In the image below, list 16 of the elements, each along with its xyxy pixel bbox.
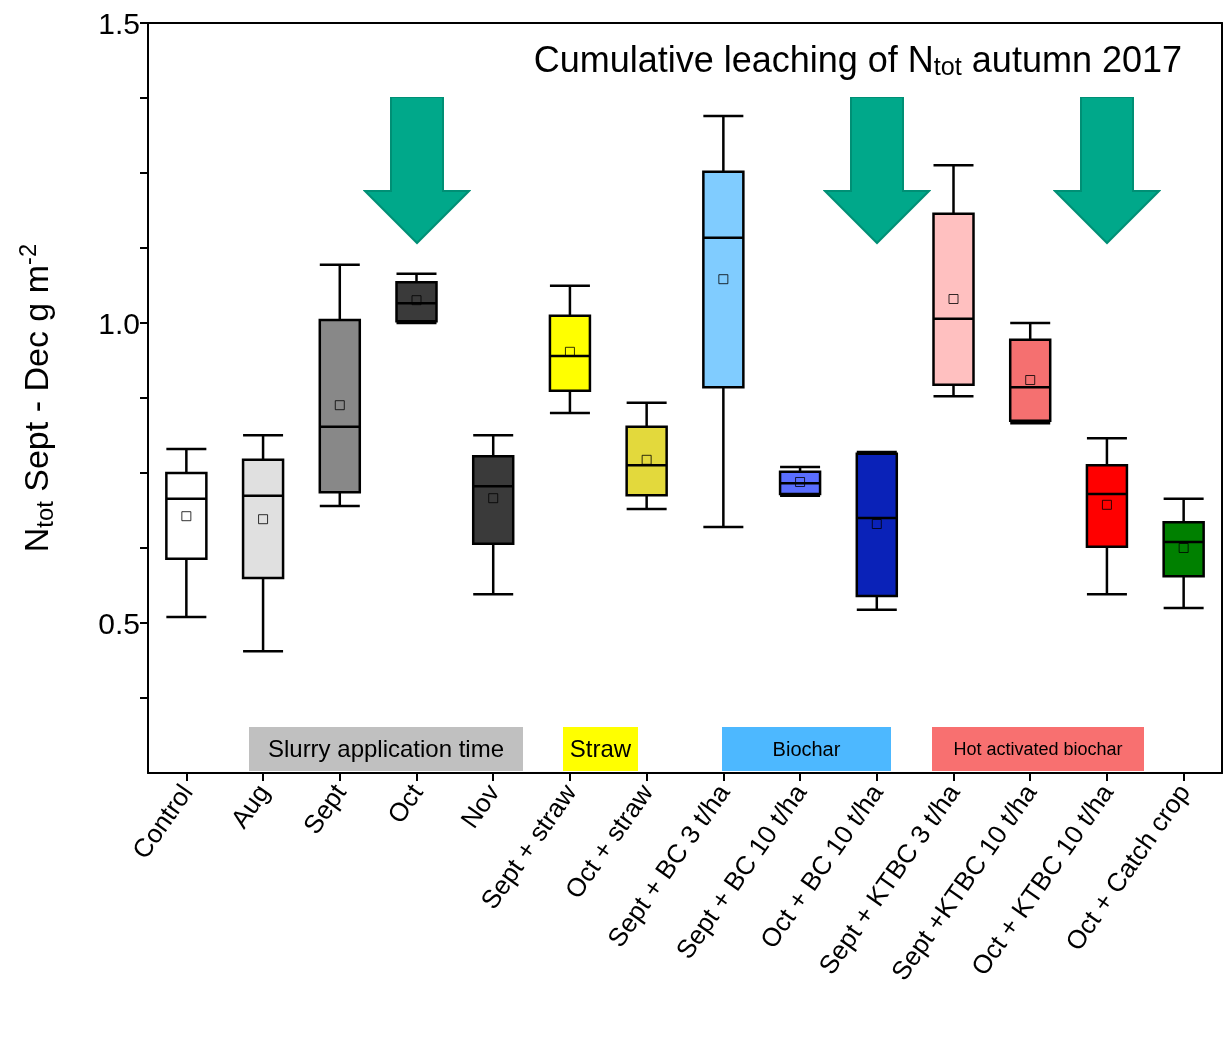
- annotation: Straw: [569, 735, 632, 763]
- annotation: Biochar: [772, 737, 841, 761]
- y-axis-title: Ntot Sept - Dec g m-2: [13, 243, 58, 553]
- annotation: Hot activated biochar: [953, 738, 1123, 760]
- group-label-tag: Hot activated biochar: [932, 727, 1144, 771]
- group-label-tag: Slurry application time: [249, 727, 523, 771]
- y-tick-label: 0.5: [98, 606, 140, 640]
- text: Cumulative leaching of Ntot autumn 2017: [533, 38, 1183, 81]
- x-tick-label: Nov: [454, 778, 506, 834]
- group-label-tag: Straw: [563, 727, 638, 771]
- x-tick-label: Aug: [224, 778, 276, 834]
- annotation: Slurry application time: [267, 735, 505, 763]
- group-label-tag: Biochar: [722, 727, 891, 771]
- y-tick-label: 1.5: [98, 6, 140, 40]
- x-tick-label: Oct: [381, 777, 430, 829]
- y-tick-label: 1.0: [98, 306, 140, 340]
